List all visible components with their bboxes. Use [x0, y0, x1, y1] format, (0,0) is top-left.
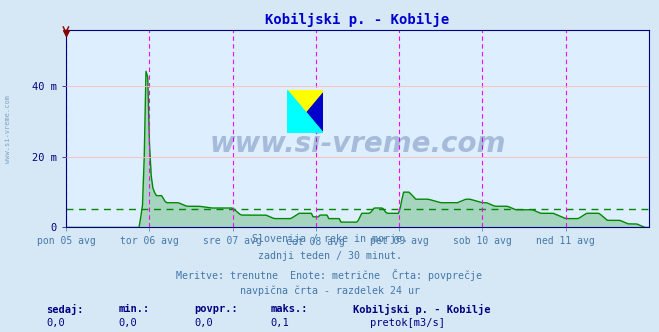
- Text: pretok[m3/s]: pretok[m3/s]: [370, 318, 445, 328]
- Title: Kobiljski p. - Kobilje: Kobiljski p. - Kobilje: [266, 13, 449, 27]
- Text: navpična črta - razdelek 24 ur: navpična črta - razdelek 24 ur: [239, 286, 420, 296]
- Text: Slovenija / reke in morje.: Slovenija / reke in morje.: [252, 234, 407, 244]
- Polygon shape: [287, 90, 323, 133]
- Text: 0,0: 0,0: [119, 318, 137, 328]
- Polygon shape: [287, 90, 323, 133]
- Text: sedaj:: sedaj:: [46, 304, 84, 315]
- Text: min.:: min.:: [119, 304, 150, 314]
- Text: www.si-vreme.com: www.si-vreme.com: [5, 96, 11, 163]
- Text: zadnji teden / 30 minut.: zadnji teden / 30 minut.: [258, 251, 401, 261]
- Text: povpr.:: povpr.:: [194, 304, 238, 314]
- Text: maks.:: maks.:: [270, 304, 308, 314]
- Polygon shape: [287, 90, 323, 133]
- Text: www.si-vreme.com: www.si-vreme.com: [210, 130, 505, 158]
- Text: 0,0: 0,0: [46, 318, 65, 328]
- Text: Kobiljski p. - Kobilje: Kobiljski p. - Kobilje: [353, 304, 490, 315]
- Polygon shape: [287, 90, 323, 133]
- Text: 0,1: 0,1: [270, 318, 289, 328]
- Polygon shape: [287, 90, 323, 133]
- Text: Meritve: trenutne  Enote: metrične  Črta: povprečje: Meritve: trenutne Enote: metrične Črta: …: [177, 269, 482, 281]
- Text: 0,0: 0,0: [194, 318, 213, 328]
